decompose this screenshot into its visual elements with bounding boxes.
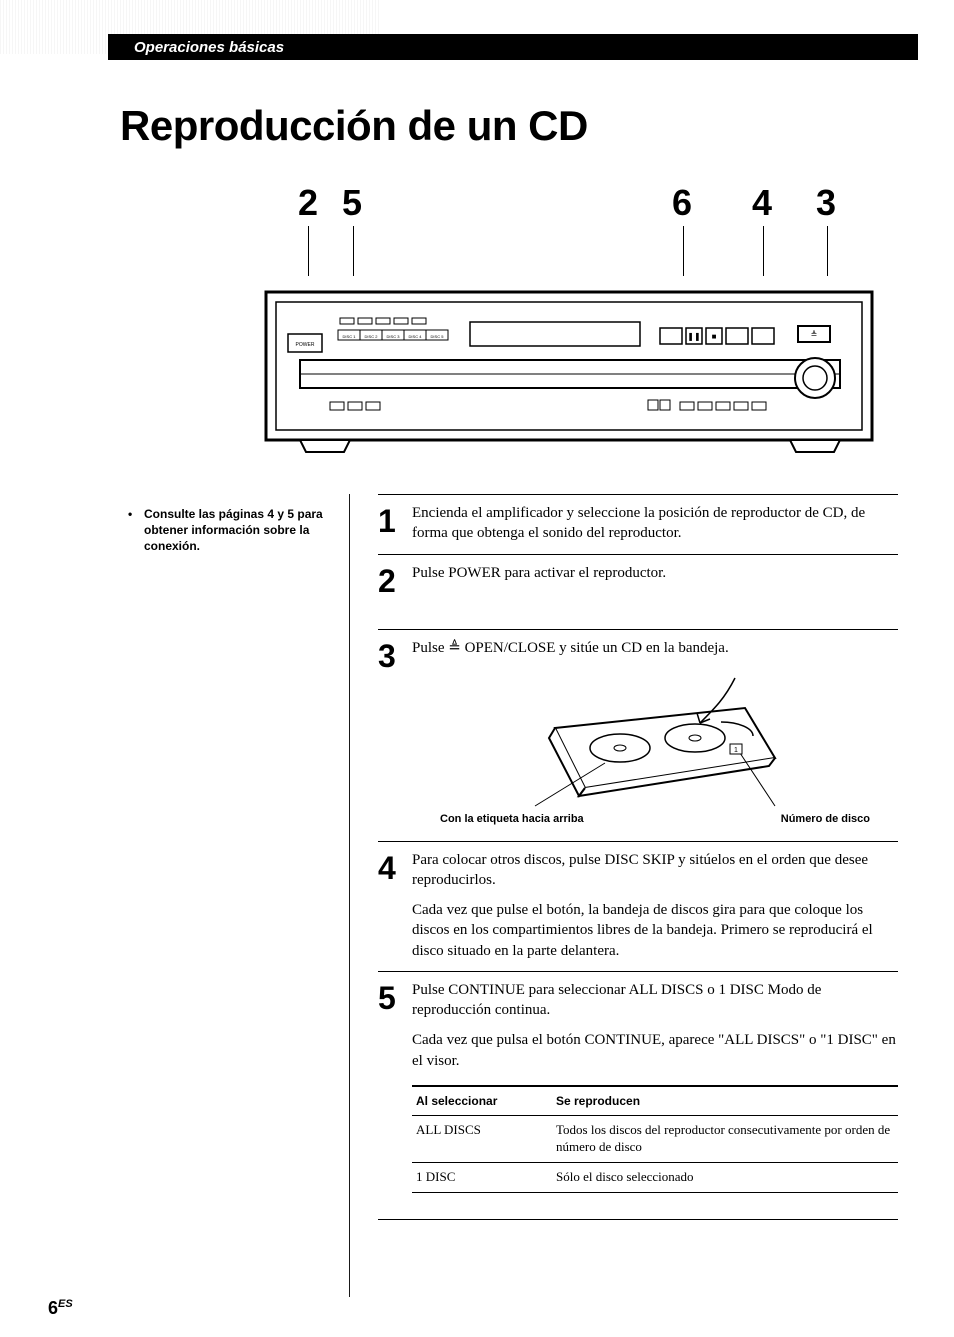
step-body: Pulse ≜ OPEN/CLOSE y sitúe un CD en la b… (408, 638, 898, 831)
svg-text:❚❚: ❚❚ (687, 332, 700, 341)
manual-page: Operaciones básicas Reproducción de un C… (0, 0, 954, 1337)
callout-line (763, 226, 764, 276)
step-number: 3 (378, 638, 408, 672)
callout-3: 3 (816, 182, 836, 224)
table-row: 1 DISC Sólo el disco seleccionado (412, 1162, 898, 1192)
section-header-bar: Operaciones básicas (108, 34, 918, 60)
vertical-divider (349, 494, 350, 1297)
step-text: Pulse ≜ OPEN/CLOSE y sitúe un CD en la b… (412, 638, 898, 658)
table-cell: Todos los discos del reproductor consecu… (552, 1116, 898, 1163)
step-body: Encienda el amplificador y seleccione la… (408, 503, 898, 544)
callout-line (353, 226, 354, 276)
step-text: Para colocar otros discos, pulse DISC SK… (412, 850, 898, 891)
bullet-icon: • (128, 506, 132, 522)
table-cell: ALL DISCS (412, 1116, 552, 1163)
page-number-value: 6 (48, 1298, 58, 1318)
step-2: 2 Pulse POWER para activar el reproducto… (378, 555, 898, 629)
step-text: Cada vez que pulse el botón, la bandeja … (412, 900, 898, 961)
side-note: • Consulte las páginas 4 y 5 para obtene… (120, 506, 330, 555)
table-header: Se reproducen (552, 1086, 898, 1116)
callout-5: 5 (342, 182, 362, 224)
device-svg: POWER DISC 1 DISC 2 DISC 3 DISC 4 DISC 5 (260, 278, 880, 468)
step-body: Pulse CONTINUE para seleccionar ALL DISC… (408, 980, 898, 1193)
table-cell: 1 DISC (412, 1162, 552, 1192)
tray-svg: 1 (525, 668, 785, 808)
svg-text:1: 1 (734, 747, 738, 754)
svg-text:DISC 5: DISC 5 (431, 334, 445, 339)
step-body: Pulse POWER para activar el reproductor. (408, 563, 898, 583)
diagram-callouts: 2 5 6 4 3 (120, 182, 860, 258)
table-cell: Sólo el disco seleccionado (552, 1162, 898, 1192)
svg-text:DISC 2: DISC 2 (365, 334, 379, 339)
svg-text:≜: ≜ (811, 330, 818, 339)
rule (378, 1219, 898, 1220)
svg-text:DISC 3: DISC 3 (387, 334, 401, 339)
callout-4: 4 (752, 182, 772, 224)
table-header: Al seleccionar (412, 1086, 552, 1116)
step-5: 5 Pulse CONTINUE para seleccionar ALL DI… (378, 972, 898, 1203)
svg-text:DISC 1: DISC 1 (343, 334, 357, 339)
step-number: 5 (378, 980, 408, 1014)
page-number: 6ES (48, 1298, 73, 1319)
callout-line (308, 226, 309, 276)
content-area: • Consulte las páginas 4 y 5 para obtene… (120, 494, 898, 1297)
table-row: ALL DISCS Todos los discos del reproduct… (412, 1116, 898, 1163)
callout-line (827, 226, 828, 276)
svg-text:DISC 4: DISC 4 (409, 334, 423, 339)
cd-player-diagram: POWER DISC 1 DISC 2 DISC 3 DISC 4 DISC 5 (260, 278, 880, 468)
callout-line (683, 226, 684, 276)
callout-6: 6 (672, 182, 692, 224)
steps-column: 1 Encienda el amplificador y seleccione … (378, 494, 898, 1220)
mode-table: Al seleccionar Se reproducen ALL DISCS T… (412, 1085, 898, 1193)
power-label: POWER (296, 342, 315, 348)
page-title: Reproducción de un CD (120, 102, 588, 150)
label-disc-number: Número de disco (781, 812, 870, 827)
step-body: Para colocar otros discos, pulse DISC SK… (408, 850, 898, 961)
section-title: Operaciones básicas (134, 39, 284, 56)
table-header-row: Al seleccionar Se reproducen (412, 1086, 898, 1116)
step-text: Encienda el amplificador y seleccione la… (412, 503, 898, 544)
tray-labels: Con la etiqueta hacia arriba Número de d… (440, 812, 870, 827)
step-text: Pulse CONTINUE para seleccionar ALL DISC… (412, 980, 898, 1021)
step-text: Pulse POWER para activar el reproductor. (412, 563, 898, 583)
step-4: 4 Para colocar otros discos, pulse DISC … (378, 842, 898, 971)
callout-2: 2 (298, 182, 318, 224)
step-number: 4 (378, 850, 408, 884)
step-text: Cada vez que pulsa el botón CONTINUE, ap… (412, 1030, 898, 1071)
step-1: 1 Encienda el amplificador y seleccione … (378, 495, 898, 554)
tray-illustration: 1 Con la etiqueta hacia arriba Número de… (412, 668, 898, 827)
step-number: 1 (378, 503, 408, 537)
label-up: Con la etiqueta hacia arriba (440, 812, 584, 827)
page-number-lang: ES (58, 1298, 73, 1310)
side-note-text: Consulte las páginas 4 y 5 para obtener … (120, 506, 330, 555)
svg-text:■: ■ (712, 332, 717, 341)
step-3: 3 Pulse ≜ OPEN/CLOSE y sitúe un CD en la… (378, 630, 898, 841)
step-number: 2 (378, 563, 408, 597)
